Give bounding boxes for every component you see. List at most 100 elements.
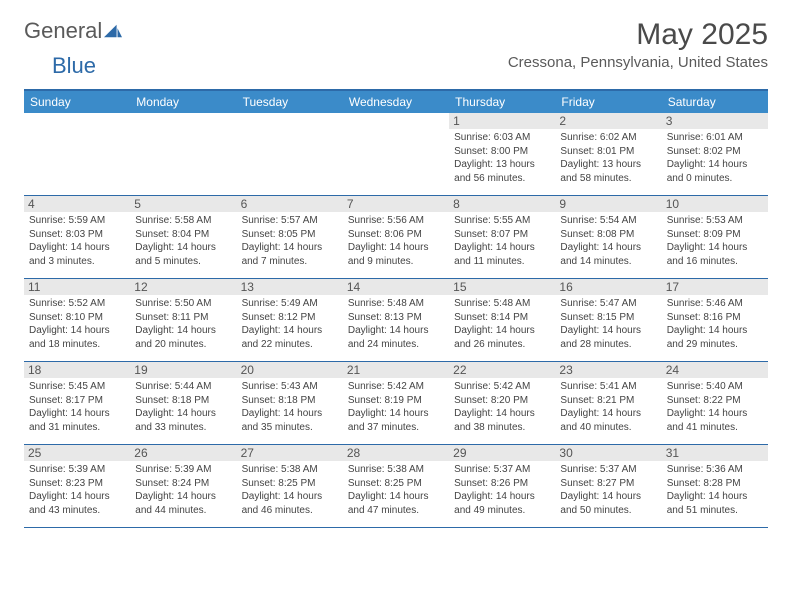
- daylight-text: Daylight: 14 hours and 49 minutes.: [454, 490, 550, 517]
- day-cell: [24, 113, 130, 195]
- logo: General: [24, 18, 122, 44]
- daylight-text: Daylight: 14 hours and 38 minutes.: [454, 407, 550, 434]
- day-number: 25: [24, 445, 130, 461]
- sunrise-text: Sunrise: 5:56 AM: [348, 214, 444, 228]
- day-details: Sunrise: 5:39 AMSunset: 8:23 PMDaylight:…: [29, 463, 125, 517]
- daylight-text: Daylight: 14 hours and 14 minutes.: [560, 241, 656, 268]
- day-details: Sunrise: 5:38 AMSunset: 8:25 PMDaylight:…: [242, 463, 338, 517]
- day-cell: 1Sunrise: 6:03 AMSunset: 8:00 PMDaylight…: [449, 113, 555, 195]
- day-details: Sunrise: 5:41 AMSunset: 8:21 PMDaylight:…: [560, 380, 656, 434]
- sunrise-text: Sunrise: 5:38 AM: [242, 463, 338, 477]
- weeks-container: 1Sunrise: 6:03 AMSunset: 8:00 PMDaylight…: [24, 113, 768, 528]
- sunset-text: Sunset: 8:01 PM: [560, 145, 656, 159]
- day-details: Sunrise: 5:42 AMSunset: 8:19 PMDaylight:…: [348, 380, 444, 434]
- daylight-text: Daylight: 14 hours and 9 minutes.: [348, 241, 444, 268]
- day-details: Sunrise: 5:50 AMSunset: 8:11 PMDaylight:…: [135, 297, 231, 351]
- sunset-text: Sunset: 8:27 PM: [560, 477, 656, 491]
- calendar: SundayMondayTuesdayWednesdayThursdayFrid…: [24, 89, 768, 528]
- sunrise-text: Sunrise: 5:47 AM: [560, 297, 656, 311]
- daylight-text: Daylight: 14 hours and 22 minutes.: [242, 324, 338, 351]
- day-details: Sunrise: 5:58 AMSunset: 8:04 PMDaylight:…: [135, 214, 231, 268]
- location: Cressona, Pennsylvania, United States: [508, 54, 768, 71]
- sunset-text: Sunset: 8:16 PM: [667, 311, 763, 325]
- sunset-text: Sunset: 8:25 PM: [348, 477, 444, 491]
- day-number: 14: [343, 279, 449, 295]
- sunset-text: Sunset: 8:13 PM: [348, 311, 444, 325]
- sunset-text: Sunset: 8:06 PM: [348, 228, 444, 242]
- day-number: 13: [237, 279, 343, 295]
- sunset-text: Sunset: 8:08 PM: [560, 228, 656, 242]
- sunrise-text: Sunrise: 5:42 AM: [348, 380, 444, 394]
- sunset-text: Sunset: 8:17 PM: [29, 394, 125, 408]
- day-cell: 6Sunrise: 5:57 AMSunset: 8:05 PMDaylight…: [237, 196, 343, 278]
- day-cell: 18Sunrise: 5:45 AMSunset: 8:17 PMDayligh…: [24, 362, 130, 444]
- daylight-text: Daylight: 14 hours and 24 minutes.: [348, 324, 444, 351]
- day-number: 22: [449, 362, 555, 378]
- day-number: 8: [449, 196, 555, 212]
- day-cell: 10Sunrise: 5:53 AMSunset: 8:09 PMDayligh…: [662, 196, 768, 278]
- day-details: Sunrise: 5:56 AMSunset: 8:06 PMDaylight:…: [348, 214, 444, 268]
- sunrise-text: Sunrise: 5:50 AM: [135, 297, 231, 311]
- day-details: Sunrise: 5:36 AMSunset: 8:28 PMDaylight:…: [667, 463, 763, 517]
- day-details: Sunrise: 5:38 AMSunset: 8:25 PMDaylight:…: [348, 463, 444, 517]
- day-cell: 23 Sunrise: 5:41 AMSunset: 8:21 PMDayligh…: [555, 362, 661, 444]
- day-cell: 21Sunrise: 5:42 AMSunset: 8:19 PMDayligh…: [343, 362, 449, 444]
- day-number: 24: [662, 362, 768, 378]
- week-row: 25 Sunrise: 5:39 AMSunset: 8:23 PMDayligh…: [24, 445, 768, 528]
- day-details: Sunrise: 5:54 AMSunset: 8:08 PMDaylight:…: [560, 214, 656, 268]
- day-number: 26: [130, 445, 236, 461]
- sunrise-text: Sunrise: 5:39 AM: [29, 463, 125, 477]
- sunrise-text: Sunrise: 5:49 AM: [242, 297, 338, 311]
- day-cell: 7Sunrise: 5:56 AMSunset: 8:06 PMDaylight…: [343, 196, 449, 278]
- day-cell: 14Sunrise: 5:48 AMSunset: 8:13 PMDayligh…: [343, 279, 449, 361]
- sunrise-text: Sunrise: 6:02 AM: [560, 131, 656, 145]
- sunset-text: Sunset: 8:28 PM: [667, 477, 763, 491]
- daylight-text: Daylight: 14 hours and 29 minutes.: [667, 324, 763, 351]
- sunset-text: Sunset: 8:07 PM: [454, 228, 550, 242]
- day-details: Sunrise: 5:45 AMSunset: 8:17 PMDaylight:…: [29, 380, 125, 434]
- sunset-text: Sunset: 8:24 PM: [135, 477, 231, 491]
- sunrise-text: Sunrise: 5:41 AM: [560, 380, 656, 394]
- sunrise-text: Sunrise: 5:38 AM: [348, 463, 444, 477]
- sunrise-text: Sunrise: 5:39 AM: [135, 463, 231, 477]
- daylight-text: Daylight: 14 hours and 3 minutes.: [29, 241, 125, 268]
- day-cell: 3Sunrise: 6:01 AMSunset: 8:02 PMDaylight…: [662, 113, 768, 195]
- day-number: 23: [555, 362, 661, 378]
- day-details: Sunrise: 6:02 AMSunset: 8:01 PMDaylight:…: [560, 131, 656, 185]
- sunset-text: Sunset: 8:09 PM: [667, 228, 763, 242]
- sunrise-text: Sunrise: 5:48 AM: [454, 297, 550, 311]
- daylight-text: Daylight: 14 hours and 50 minutes.: [560, 490, 656, 517]
- sunset-text: Sunset: 8:14 PM: [454, 311, 550, 325]
- daylight-text: Daylight: 14 hours and 26 minutes.: [454, 324, 550, 351]
- day-cell: 26Sunrise: 5:39 AMSunset: 8:24 PMDayligh…: [130, 445, 236, 527]
- day-cell: 17Sunrise: 5:46 AMSunset: 8:16 PMDayligh…: [662, 279, 768, 361]
- daylight-text: Daylight: 13 hours and 58 minutes.: [560, 158, 656, 185]
- month-title: May 2025: [508, 18, 768, 52]
- weekday-label: Wednesday: [343, 91, 449, 113]
- daylight-text: Daylight: 14 hours and 37 minutes.: [348, 407, 444, 434]
- weekday-row: SundayMondayTuesdayWednesdayThursdayFrid…: [24, 91, 768, 113]
- day-details: Sunrise: 5:52 AMSunset: 8:10 PMDaylight:…: [29, 297, 125, 351]
- week-row: 1Sunrise: 6:03 AMSunset: 8:00 PMDaylight…: [24, 113, 768, 196]
- daylight-text: Daylight: 14 hours and 11 minutes.: [454, 241, 550, 268]
- weekday-label: Tuesday: [237, 91, 343, 113]
- day-number: 9: [555, 196, 661, 212]
- day-cell: 27 Sunrise: 5:38 AMSunset: 8:25 PMDayligh…: [237, 445, 343, 527]
- day-number: 1: [449, 113, 555, 129]
- day-number: 27: [237, 445, 343, 461]
- day-details: Sunrise: 5:43 AMSunset: 8:18 PMDaylight:…: [242, 380, 338, 434]
- day-details: Sunrise: 5:37 AMSunset: 8:27 PMDaylight:…: [560, 463, 656, 517]
- daylight-text: Daylight: 14 hours and 0 minutes.: [667, 158, 763, 185]
- day-number: 4: [24, 196, 130, 212]
- sunset-text: Sunset: 8:10 PM: [29, 311, 125, 325]
- sunset-text: Sunset: 8:20 PM: [454, 394, 550, 408]
- sunrise-text: Sunrise: 5:53 AM: [667, 214, 763, 228]
- weekday-label: Thursday: [449, 91, 555, 113]
- title-block: May 2025 Cressona, Pennsylvania, United …: [508, 18, 768, 71]
- sunset-text: Sunset: 8:00 PM: [454, 145, 550, 159]
- day-cell: 8Sunrise: 5:55 AMSunset: 8:07 PMDaylight…: [449, 196, 555, 278]
- daylight-text: Daylight: 14 hours and 16 minutes.: [667, 241, 763, 268]
- sunrise-text: Sunrise: 5:37 AM: [454, 463, 550, 477]
- sunset-text: Sunset: 8:15 PM: [560, 311, 656, 325]
- day-number: 30: [555, 445, 661, 461]
